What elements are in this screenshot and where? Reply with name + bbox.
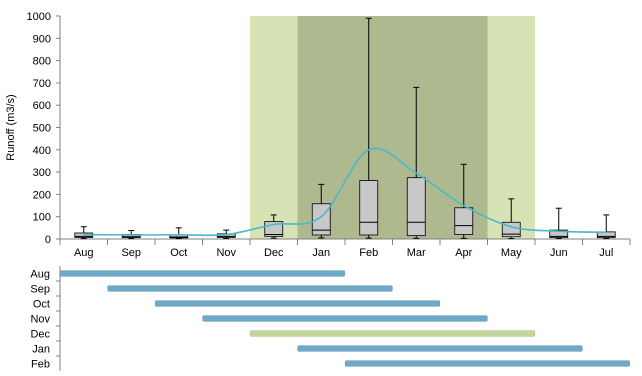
box-body [407, 178, 425, 236]
gantt-bar-jan [298, 346, 583, 352]
gantt-bar-aug [60, 271, 345, 277]
x-tick-label-may: May [501, 247, 522, 259]
x-tick-label-dec: Dec [264, 247, 284, 259]
gantt-row-label-feb: Feb [31, 359, 50, 371]
x-tick-label-mar: Mar [407, 247, 426, 259]
box-jun [550, 208, 568, 238]
gantt-row-label-dec: Dec [30, 329, 50, 341]
y-tick-label-900: 900 [33, 33, 51, 45]
box-body [360, 181, 378, 235]
y-tick-label-200: 200 [33, 189, 51, 201]
y-tick-label-600: 600 [33, 100, 51, 112]
x-tick-label-jun: Jun [550, 247, 568, 259]
y-tick-label-100: 100 [33, 212, 51, 224]
box-oct [170, 228, 188, 239]
y-tick-label-300: 300 [33, 167, 51, 179]
gantt-row-label-jan: Jan [32, 344, 50, 356]
x-tick-label-sep: Sep [121, 247, 141, 259]
y-tick-label-500: 500 [33, 123, 51, 135]
gantt-row-label-nov: Nov [30, 314, 50, 326]
y-tick-label-800: 800 [33, 56, 51, 68]
y-tick-label-1000: 1000 [27, 11, 51, 23]
y-tick-label-400: 400 [33, 145, 51, 157]
y-axis-title: Runoff (m3/s) [5, 94, 17, 160]
x-tick-label-jul: Jul [599, 247, 613, 259]
gantt-bar-dec [250, 331, 535, 337]
gantt-bar-oct [155, 301, 440, 307]
box-body [455, 208, 473, 235]
gantt-row-label-sep: Sep [30, 284, 50, 296]
gantt-bar-nov [203, 316, 488, 322]
gantt-row-label-oct: Oct [33, 299, 50, 311]
shaded-periods [250, 16, 535, 239]
gantt-chart: Aug Sep Oct Nov Dec Jan Feb [30, 266, 630, 371]
box-aug [75, 227, 93, 239]
gantt-bar-sep [108, 286, 393, 292]
x-tick-label-apr: Apr [455, 247, 472, 259]
y-tick-label-700: 700 [33, 78, 51, 90]
y-tick-label-0: 0 [45, 234, 51, 246]
x-tick-label-aug: Aug [74, 247, 94, 259]
gantt-row-label-aug: Aug [30, 269, 50, 281]
x-tick-label-nov: Nov [216, 247, 236, 259]
x-tick-label-oct: Oct [170, 247, 187, 259]
box-jul [597, 215, 615, 239]
x-tick-label-feb: Feb [359, 247, 378, 259]
x-tick-label-jan: Jan [312, 247, 330, 259]
gantt-bar-feb [345, 361, 630, 367]
